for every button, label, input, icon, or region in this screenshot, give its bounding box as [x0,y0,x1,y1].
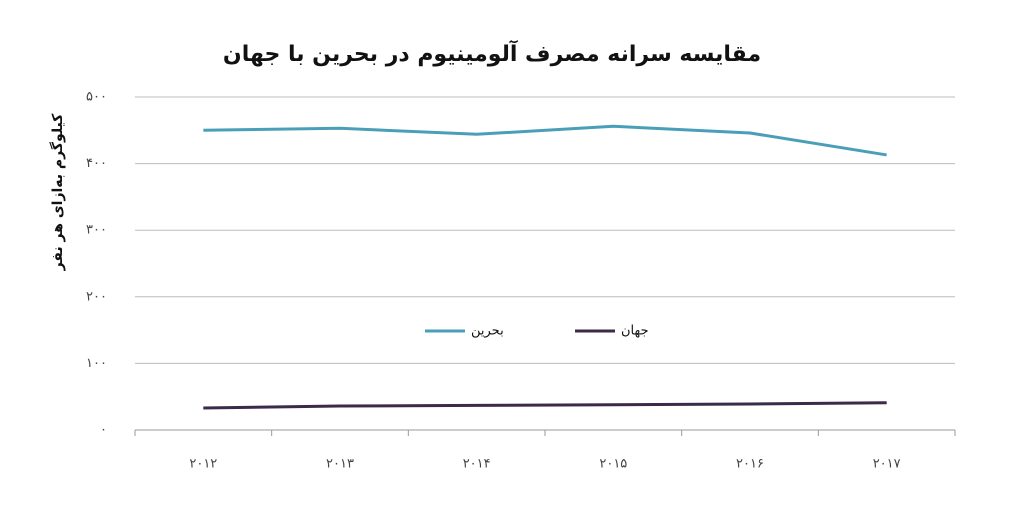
y-tick-label: ۳۰۰ [86,223,107,238]
x-tick-label: ۲۰۱۷ [873,457,901,472]
y-tick-label: ۰ [100,423,107,438]
legend-label: بحرین [471,324,504,339]
x-tick-label: ۲۰۱۶ [736,457,764,472]
y-tick-label: ۱۰۰ [86,356,107,371]
x-tick-label: ۲۰۱۵ [599,457,627,472]
y-tick-label: ۲۰۰ [86,289,107,304]
y-tick-label: ۵۰۰ [86,90,107,105]
data-line [203,401,887,410]
data-line [203,124,887,157]
x-tick-label: ۲۰۱۲ [189,457,217,472]
chart-title: مقایسه سرانه مصرف آلومینیوم در بحرین با … [223,39,761,67]
x-tick-label: ۲۰۱۳ [326,457,354,472]
y-axis-label: کیلوگرم به‌ازای هر نفر [49,113,66,272]
x-tick-label: ۲۰۱۴ [463,457,491,472]
y-tick-label: ۴۰۰ [86,156,107,171]
legend-label: جهان [621,324,649,339]
